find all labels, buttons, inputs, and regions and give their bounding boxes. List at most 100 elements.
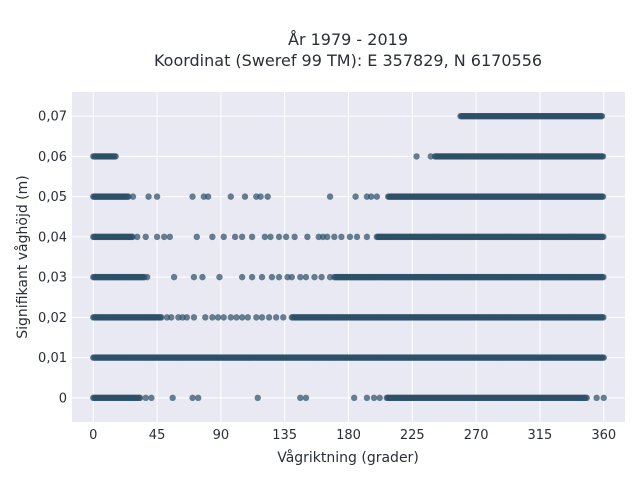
data-point <box>220 233 227 241</box>
data-point <box>272 314 280 321</box>
data-point <box>204 193 212 200</box>
data-point <box>363 394 371 402</box>
y-tick-label: 0,02 <box>38 311 67 326</box>
data-point <box>353 233 361 241</box>
data-point <box>346 233 354 241</box>
data-point <box>275 233 283 241</box>
data-point <box>166 233 174 241</box>
chart-title: År 1979 - 2019 <box>288 30 408 49</box>
data-point <box>373 193 381 200</box>
data-point <box>600 314 607 321</box>
x-tick-label: 225 <box>400 428 425 443</box>
data-point <box>202 314 209 321</box>
data-points <box>90 112 607 402</box>
data-point <box>268 273 276 281</box>
data-point <box>583 394 590 402</box>
data-point <box>600 354 607 361</box>
data-point <box>326 193 334 200</box>
data-point <box>214 314 222 321</box>
data-point <box>350 394 358 402</box>
data-point <box>413 153 420 160</box>
x-tick-label: 315 <box>528 428 553 443</box>
data-point <box>170 273 178 281</box>
data-point <box>125 193 132 200</box>
data-point <box>367 193 375 200</box>
data-point <box>302 273 310 281</box>
data-point <box>352 193 359 200</box>
data-point <box>324 233 331 241</box>
data-point <box>129 193 137 200</box>
data-point <box>376 394 383 402</box>
data-point <box>158 314 165 321</box>
data-point <box>143 273 151 281</box>
y-tick-label: 0,03 <box>38 271 67 286</box>
data-point <box>244 314 252 321</box>
data-point <box>233 314 240 321</box>
x-tick-label: 135 <box>272 428 297 443</box>
data-point <box>261 233 269 241</box>
data-point <box>227 193 235 200</box>
data-point <box>282 233 290 241</box>
data-point <box>209 314 216 321</box>
y-tick-label: 0,05 <box>38 190 67 205</box>
data-point <box>227 314 235 321</box>
data-point <box>311 273 318 281</box>
data-point <box>153 233 161 241</box>
data-point <box>427 153 434 160</box>
data-point <box>318 273 325 281</box>
y-tick-label: 0,06 <box>38 150 67 165</box>
data-point <box>600 233 607 241</box>
data-point <box>142 233 149 241</box>
data-point <box>257 193 264 200</box>
y-axis-label: Signifikant våghöjd (m) <box>14 175 31 338</box>
data-point <box>267 233 274 241</box>
x-tick-label: 45 <box>149 428 166 443</box>
data-point <box>238 273 246 281</box>
data-point <box>593 394 600 402</box>
data-point <box>288 273 295 281</box>
data-point <box>190 314 198 321</box>
data-point <box>363 233 371 241</box>
data-point <box>153 193 161 200</box>
data-point <box>265 314 273 321</box>
x-tick-label: 360 <box>591 428 616 443</box>
data-point <box>258 314 266 321</box>
data-point <box>280 314 287 321</box>
data-point <box>598 112 606 120</box>
data-point <box>599 193 607 200</box>
data-point <box>183 314 191 321</box>
data-point <box>248 233 256 241</box>
data-point <box>190 273 198 281</box>
data-point <box>248 273 256 281</box>
data-point <box>189 394 196 402</box>
data-point <box>338 233 345 241</box>
x-tick-label: 0 <box>89 428 97 443</box>
x-tick-label: 180 <box>336 428 361 443</box>
data-point <box>189 193 196 200</box>
data-point <box>275 273 283 281</box>
data-point <box>136 394 144 402</box>
chart-subtitle: Koordinat (Sweref 99 TM): E 357829, N 61… <box>154 51 542 70</box>
data-point <box>220 314 227 321</box>
data-point <box>169 394 176 402</box>
data-point <box>599 153 607 160</box>
data-point <box>112 153 119 160</box>
data-point <box>238 314 246 321</box>
tick-labels: 0 45 90 135 180 225 270 315 360 0 0,01 0,02 0,03 0,04… <box>38 110 616 443</box>
y-tick-label: 0,01 <box>38 351 67 366</box>
data-point <box>600 273 607 281</box>
data-point <box>216 273 223 281</box>
data-point <box>254 394 261 402</box>
data-point <box>148 394 155 402</box>
data-point <box>241 193 249 200</box>
data-point <box>238 233 246 241</box>
data-point <box>258 273 266 281</box>
data-point <box>134 233 141 241</box>
data-point <box>145 193 152 200</box>
data-point <box>142 394 149 402</box>
x-axis-label: Vågriktning (grader) <box>277 449 419 466</box>
data-point <box>326 273 334 281</box>
data-point <box>168 314 175 321</box>
